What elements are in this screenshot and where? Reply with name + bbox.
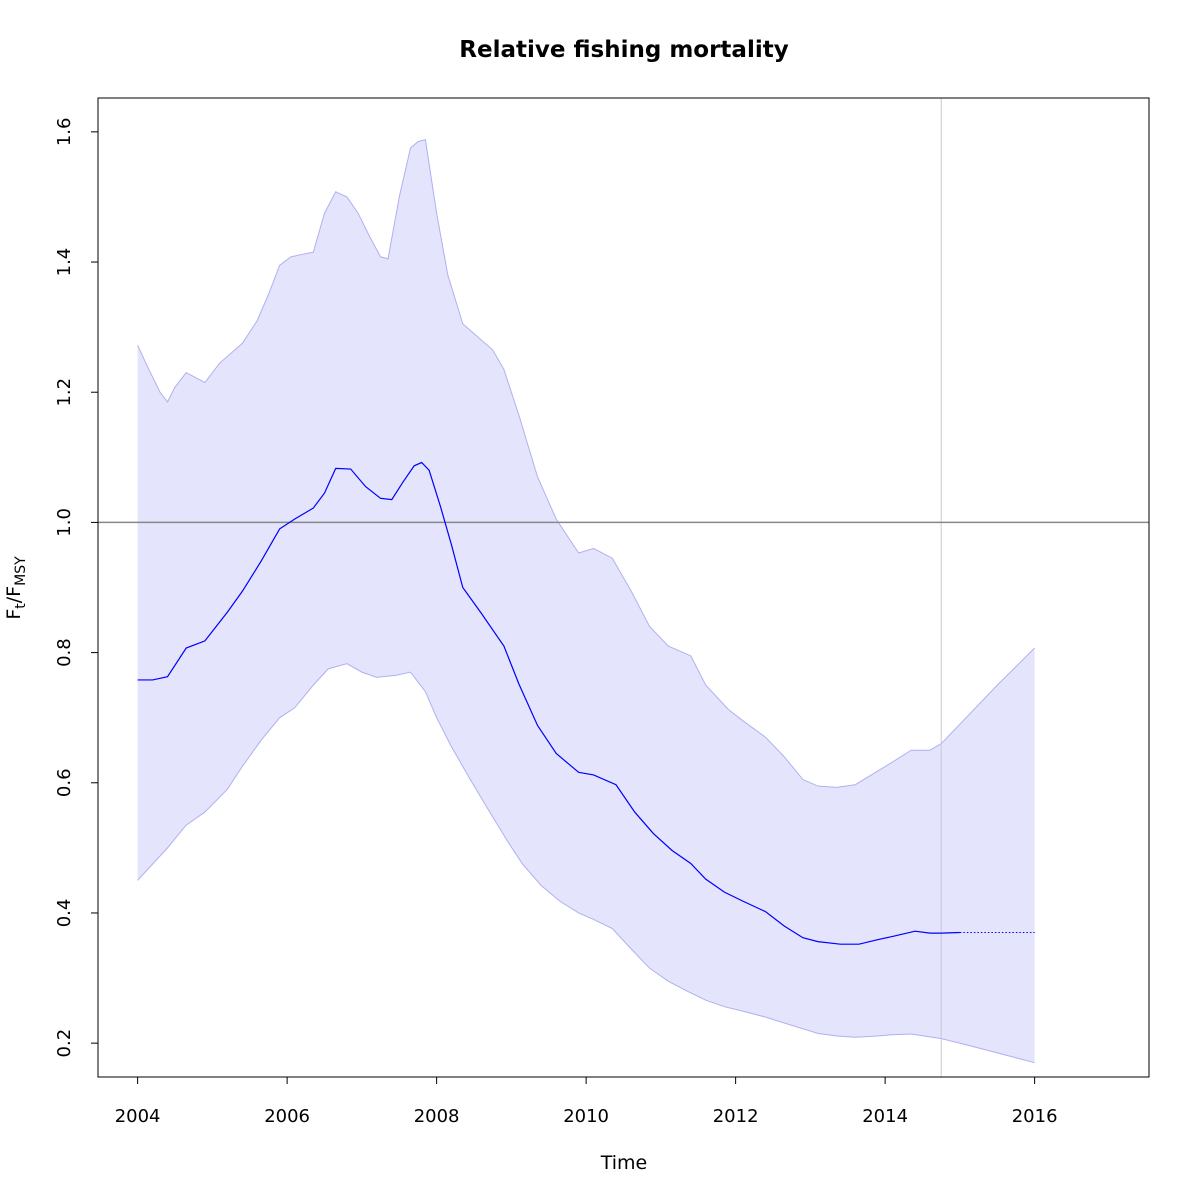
y-tick-label: 1.6 [54, 118, 75, 147]
estimate-line [137, 461, 960, 945]
y-axis-label-sub1: t [13, 603, 29, 609]
y-axis-label-sep: /F [3, 586, 25, 603]
y-tick-label: 0.8 [54, 638, 75, 667]
y-tick-label: 1.0 [54, 508, 75, 537]
y-tick-label: 0.4 [54, 899, 75, 928]
confidence-band-layer [137, 139, 1035, 1064]
y-axis-label-sub2: MSY [13, 556, 29, 586]
y-tick-label: 0.2 [54, 1029, 75, 1058]
y-axis-label: Ft/FMSY [3, 556, 29, 620]
x-axis-label: Time [600, 1152, 648, 1174]
x-tick-label: 2006 [264, 1106, 310, 1127]
confidence-band-area [137, 139, 1035, 1063]
x-tick-label: 2004 [115, 1106, 161, 1127]
chart-title: Relative fishing mortality [459, 37, 788, 63]
x-tick-label: 2016 [1012, 1106, 1058, 1127]
x-axis: 2004 2006 2008 2010 2012 2014 2016 [115, 1076, 1058, 1127]
y-tick-label: 1.4 [54, 248, 75, 277]
x-tick-label: 2012 [713, 1106, 759, 1127]
lines-layer [98, 98, 1149, 1077]
y-tick-label: 1.2 [54, 378, 75, 407]
y-tick-label: 0.6 [54, 768, 75, 797]
lower-bound-line [137, 663, 1035, 1064]
x-tick-label: 2008 [414, 1106, 460, 1127]
upper-bound-line [137, 139, 1035, 788]
y-axis: 0.2 0.4 0.6 0.8 1.0 1.2 1.4 1.6 [54, 118, 99, 1058]
x-tick-label: 2010 [563, 1106, 609, 1127]
x-tick-label: 2014 [862, 1106, 908, 1127]
y-axis-label-main: F [3, 609, 25, 620]
